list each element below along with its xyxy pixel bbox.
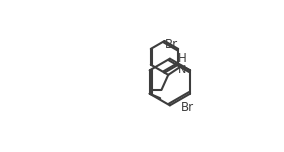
- Text: Br: Br: [181, 101, 194, 114]
- Text: N: N: [178, 65, 186, 75]
- Text: Br: Br: [165, 38, 178, 51]
- Text: H: H: [178, 52, 186, 65]
